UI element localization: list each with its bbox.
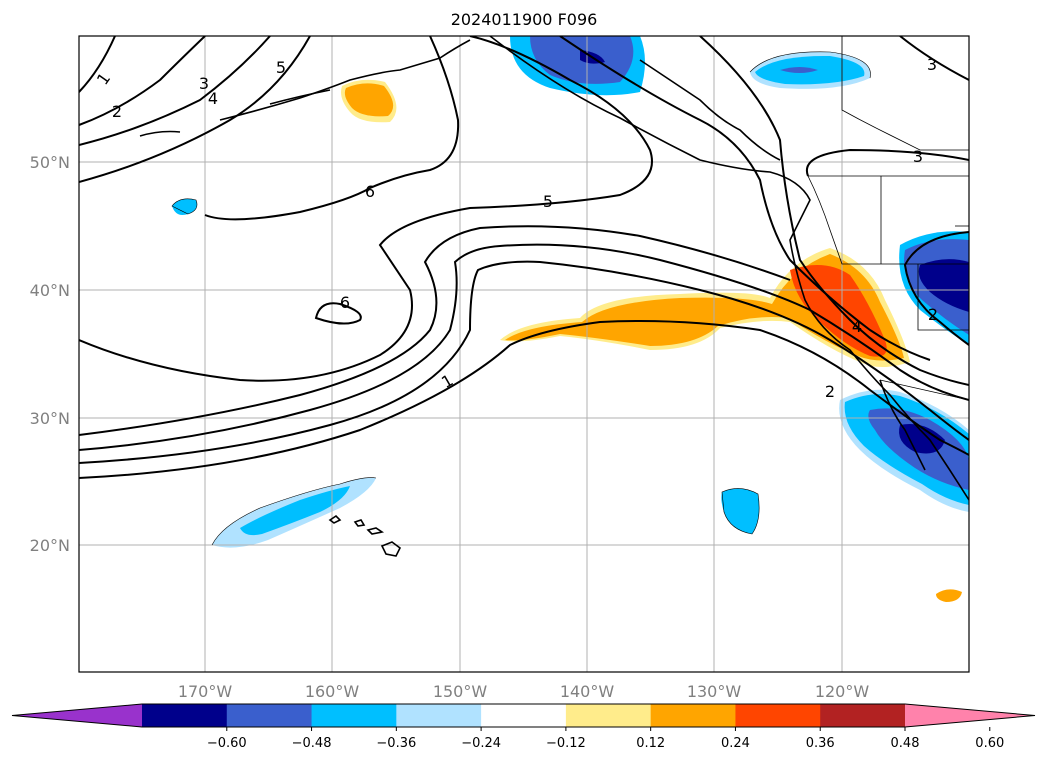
colorbar-outline bbox=[11, 703, 1036, 728]
colorbar-tick-label: 0.60 bbox=[975, 736, 1004, 751]
positive-anomaly-small bbox=[936, 589, 962, 602]
colorbar-tick-label: −0.12 bbox=[546, 736, 586, 751]
colorbar-swatch bbox=[396, 704, 482, 727]
colorbar: −0.60 −0.48 −0.36 −0.24 −0.12 0.12 0.24 0.36 0.4… bbox=[11, 703, 1036, 751]
map-frame bbox=[78, 35, 970, 673]
contour-label: 4 bbox=[852, 317, 862, 336]
colorbar-tick-label: −0.60 bbox=[207, 736, 247, 751]
negative-anomaly-small bbox=[172, 198, 197, 215]
map-panel: 1 2 3 4 5 6 6 5 1 2 4 3 3 2 bbox=[79, 36, 969, 672]
lat-label: 30°N bbox=[30, 409, 70, 428]
colorbar-tick-label: 0.24 bbox=[721, 736, 750, 751]
colorbar-tick-label: 0.12 bbox=[636, 736, 665, 751]
coastlines bbox=[139, 36, 969, 501]
colorbar-extend-high bbox=[905, 704, 1035, 727]
colorbar-swatch bbox=[565, 704, 652, 727]
colorbar-swatch bbox=[142, 704, 228, 727]
contour-label: 2 bbox=[928, 305, 938, 324]
contour-label: 6 bbox=[340, 293, 350, 312]
contour-label: 3 bbox=[913, 147, 923, 166]
shaded-anomaly-fields bbox=[172, 36, 969, 602]
lon-label: 140°W bbox=[560, 682, 615, 701]
contour-label: 3 bbox=[199, 74, 209, 93]
longitude-labels: 170°W 160°W 150°W 140°W 130°W 120°W bbox=[178, 682, 870, 701]
negative-anomaly-subtropical bbox=[721, 488, 760, 534]
lat-label: 40°N bbox=[30, 281, 70, 300]
colorbar-swatch bbox=[311, 704, 397, 727]
colorbar-tick-label: −0.48 bbox=[292, 736, 332, 751]
colorbar-swatch bbox=[226, 704, 313, 727]
colorbar-swatch bbox=[820, 704, 906, 727]
contour-label: 5 bbox=[543, 192, 553, 211]
colorbar-tick-label: −0.24 bbox=[461, 736, 501, 751]
contour-label: 2 bbox=[825, 382, 835, 401]
lat-label: 20°N bbox=[30, 536, 70, 555]
colorbar-extend-low bbox=[12, 704, 142, 727]
colorbar-swatch bbox=[650, 704, 736, 727]
lon-label: 170°W bbox=[178, 682, 233, 701]
lon-label: 130°W bbox=[687, 682, 742, 701]
contour-labels: 1 2 3 4 5 6 6 5 1 2 4 3 3 2 bbox=[93, 55, 938, 401]
map-title: 2024011900 F096 bbox=[451, 10, 598, 29]
lon-label: 150°W bbox=[433, 682, 488, 701]
graticule bbox=[79, 36, 969, 672]
lon-label: 120°W bbox=[815, 682, 870, 701]
contour-label: 2 bbox=[112, 102, 122, 121]
colorbar-swatch bbox=[735, 704, 821, 727]
colorbar-tick-label: 0.48 bbox=[891, 736, 920, 751]
lat-label: 50°N bbox=[30, 153, 70, 172]
colorbar-swatch bbox=[481, 704, 567, 727]
contour-label: 4 bbox=[208, 89, 218, 108]
lon-label: 160°W bbox=[305, 682, 360, 701]
anomaly-outlines bbox=[171, 51, 871, 546]
colorbar-tick-label: −0.36 bbox=[376, 736, 416, 751]
colorbar-tick-label: 0.36 bbox=[806, 736, 835, 751]
contour-label: 5 bbox=[276, 58, 286, 77]
contour-label: 3 bbox=[927, 55, 937, 74]
hawaiian-islands bbox=[328, 514, 402, 557]
contour-label: 6 bbox=[365, 182, 375, 201]
latitude-labels: 50°N 40°N 30°N 20°N bbox=[30, 153, 70, 555]
height-contours bbox=[79, 36, 969, 479]
